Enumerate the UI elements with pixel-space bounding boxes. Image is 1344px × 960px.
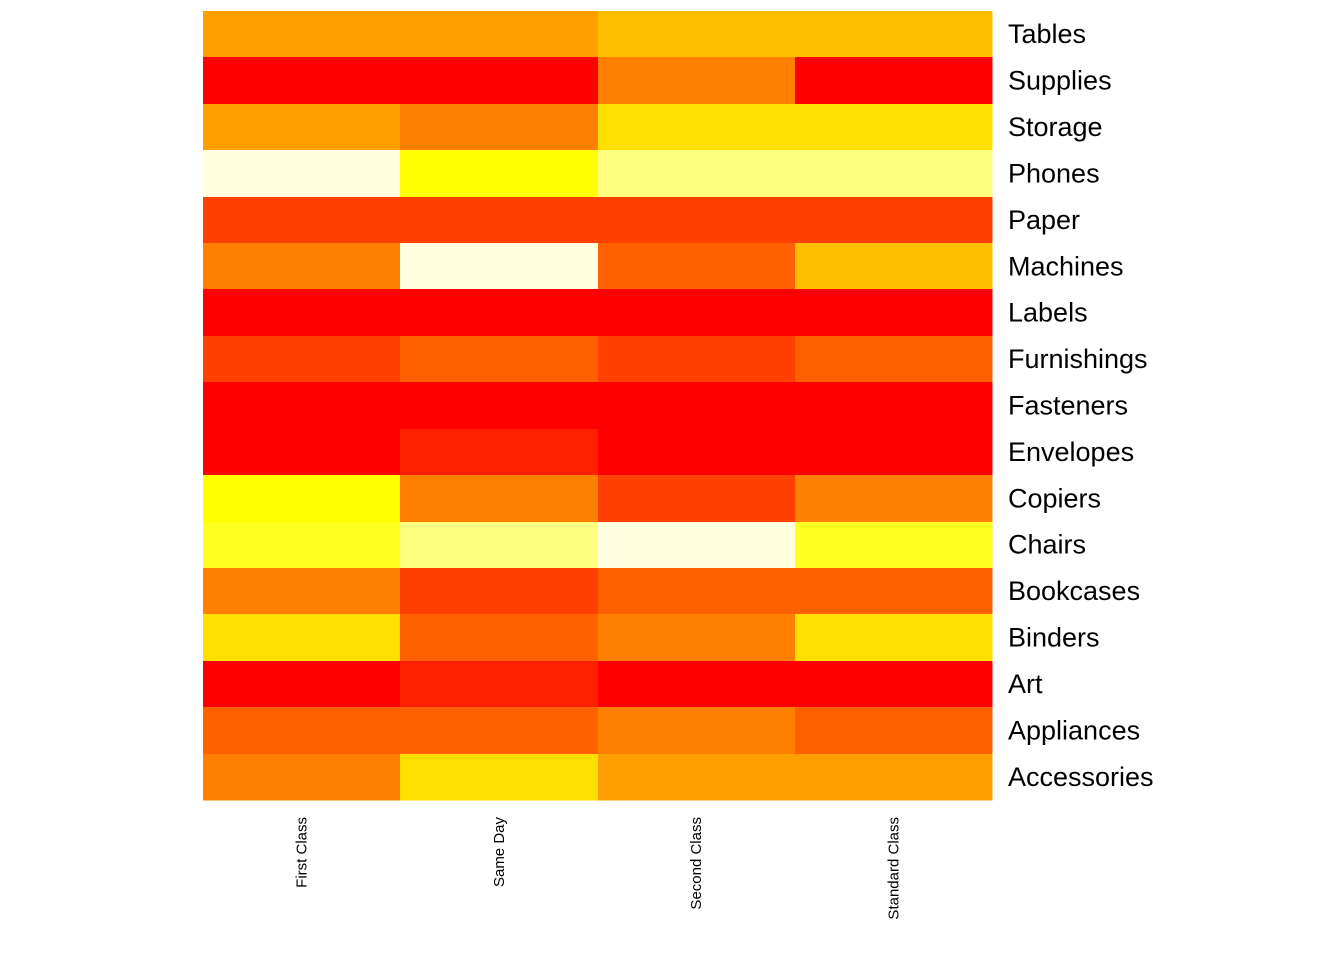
row-label: Machines [1008, 251, 1124, 281]
heatmap-cell [795, 614, 993, 662]
row-label: Phones [1008, 158, 1100, 188]
heatmap-cell [400, 522, 599, 569]
heatmap-cell [400, 614, 599, 662]
heatmap-cell [400, 243, 599, 290]
heatmap-cell [795, 707, 993, 755]
row-label: Tables [1008, 19, 1086, 49]
heatmap-cell [400, 104, 599, 151]
heatmap-cell [598, 289, 796, 337]
heatmap-cell [203, 475, 401, 523]
heatmap-cell [400, 707, 599, 755]
heatmap-cell [203, 522, 401, 569]
heatmap-cell [203, 614, 401, 662]
heatmap-cell [203, 661, 401, 708]
row-label: Paper [1008, 205, 1080, 235]
heatmap-cell [598, 150, 796, 198]
heatmap-cell [400, 568, 599, 615]
heatmap-cell [795, 336, 993, 383]
heatmap-cell [400, 475, 599, 523]
heatmap-cell [795, 522, 993, 569]
heatmap-cell [400, 429, 599, 476]
row-label: Envelopes [1008, 437, 1134, 467]
heatmap-cell [795, 754, 993, 801]
heatmap-cell [400, 661, 599, 708]
column-label: Second Class [688, 817, 705, 910]
row-label: Accessories [1008, 762, 1154, 792]
heatmap-cell [795, 104, 993, 151]
row-label: Chairs [1008, 530, 1086, 560]
row-label: Labels [1008, 298, 1088, 328]
heatmap-cell [400, 336, 599, 383]
heatmap-cell [598, 104, 796, 151]
heatmap-cell [598, 336, 796, 383]
heatmap-cell [795, 57, 993, 105]
row-label: Bookcases [1008, 576, 1140, 606]
heatmap-cell [203, 382, 401, 430]
heatmap-cell [203, 197, 401, 244]
row-label: Supplies [1008, 66, 1112, 96]
heatmap-cell [203, 336, 401, 383]
heatmap-cells [203, 11, 993, 801]
heatmap-cell [400, 382, 599, 430]
row-labels: Tables Supplies Storage Phones Paper Machines… [1008, 19, 1154, 792]
heatmap-cell [598, 754, 796, 801]
heatmap-cell [598, 568, 796, 615]
heatmap-cell [203, 150, 401, 198]
heatmap-cell [598, 11, 796, 58]
heatmap-cell [203, 568, 401, 615]
column-labels: First Class Same Day Second Class Standard … [294, 817, 903, 920]
heatmap-cell [795, 429, 993, 476]
heatmap-cell [598, 382, 796, 430]
row-label: Storage [1008, 112, 1103, 142]
heatmap-cell [795, 382, 993, 430]
heatmap-cell [795, 289, 993, 337]
heatmap-cell [598, 57, 796, 105]
row-label: Copiers [1008, 483, 1101, 513]
heatmap-cell [795, 661, 993, 708]
heatmap-cell [400, 150, 599, 198]
heatmap-cell [598, 197, 796, 244]
heatmap-cell [598, 707, 796, 755]
heatmap-cell [203, 57, 401, 105]
row-label: Art [1008, 669, 1043, 699]
column-label: First Class [294, 817, 311, 888]
heatmap-cell [795, 243, 993, 290]
heatmap-cell [203, 243, 401, 290]
column-label: Same Day [491, 817, 508, 888]
heatmap-cell [795, 475, 993, 523]
heatmap-cell [598, 475, 796, 523]
heatmap-cell [598, 522, 796, 569]
heatmap-cell [203, 104, 401, 151]
heatmap-cell [203, 754, 401, 801]
heatmap-cell [400, 754, 599, 801]
heatmap-cell [203, 429, 401, 476]
row-label: Appliances [1008, 715, 1140, 745]
heatmap-cell [400, 289, 599, 337]
heatmap-cell [203, 289, 401, 337]
heatmap-cell [598, 429, 796, 476]
heatmap-cell [203, 707, 401, 755]
heatmap-cell [795, 197, 993, 244]
heatmap-cell [203, 11, 401, 58]
heatmap-cell [598, 614, 796, 662]
heatmap-cell [795, 11, 993, 58]
heatmap-cell [400, 197, 599, 244]
heatmap-cell [400, 57, 599, 105]
heatmap-cell [795, 150, 993, 198]
heatmap-cell [598, 243, 796, 290]
row-label: Binders [1008, 623, 1100, 653]
row-label: Fasteners [1008, 390, 1128, 420]
column-label: Standard Class [885, 817, 902, 920]
heatmap-cell [795, 568, 993, 615]
row-label: Furnishings [1008, 344, 1148, 374]
heatmap-cell [400, 11, 599, 58]
heatmap-cell [598, 661, 796, 708]
